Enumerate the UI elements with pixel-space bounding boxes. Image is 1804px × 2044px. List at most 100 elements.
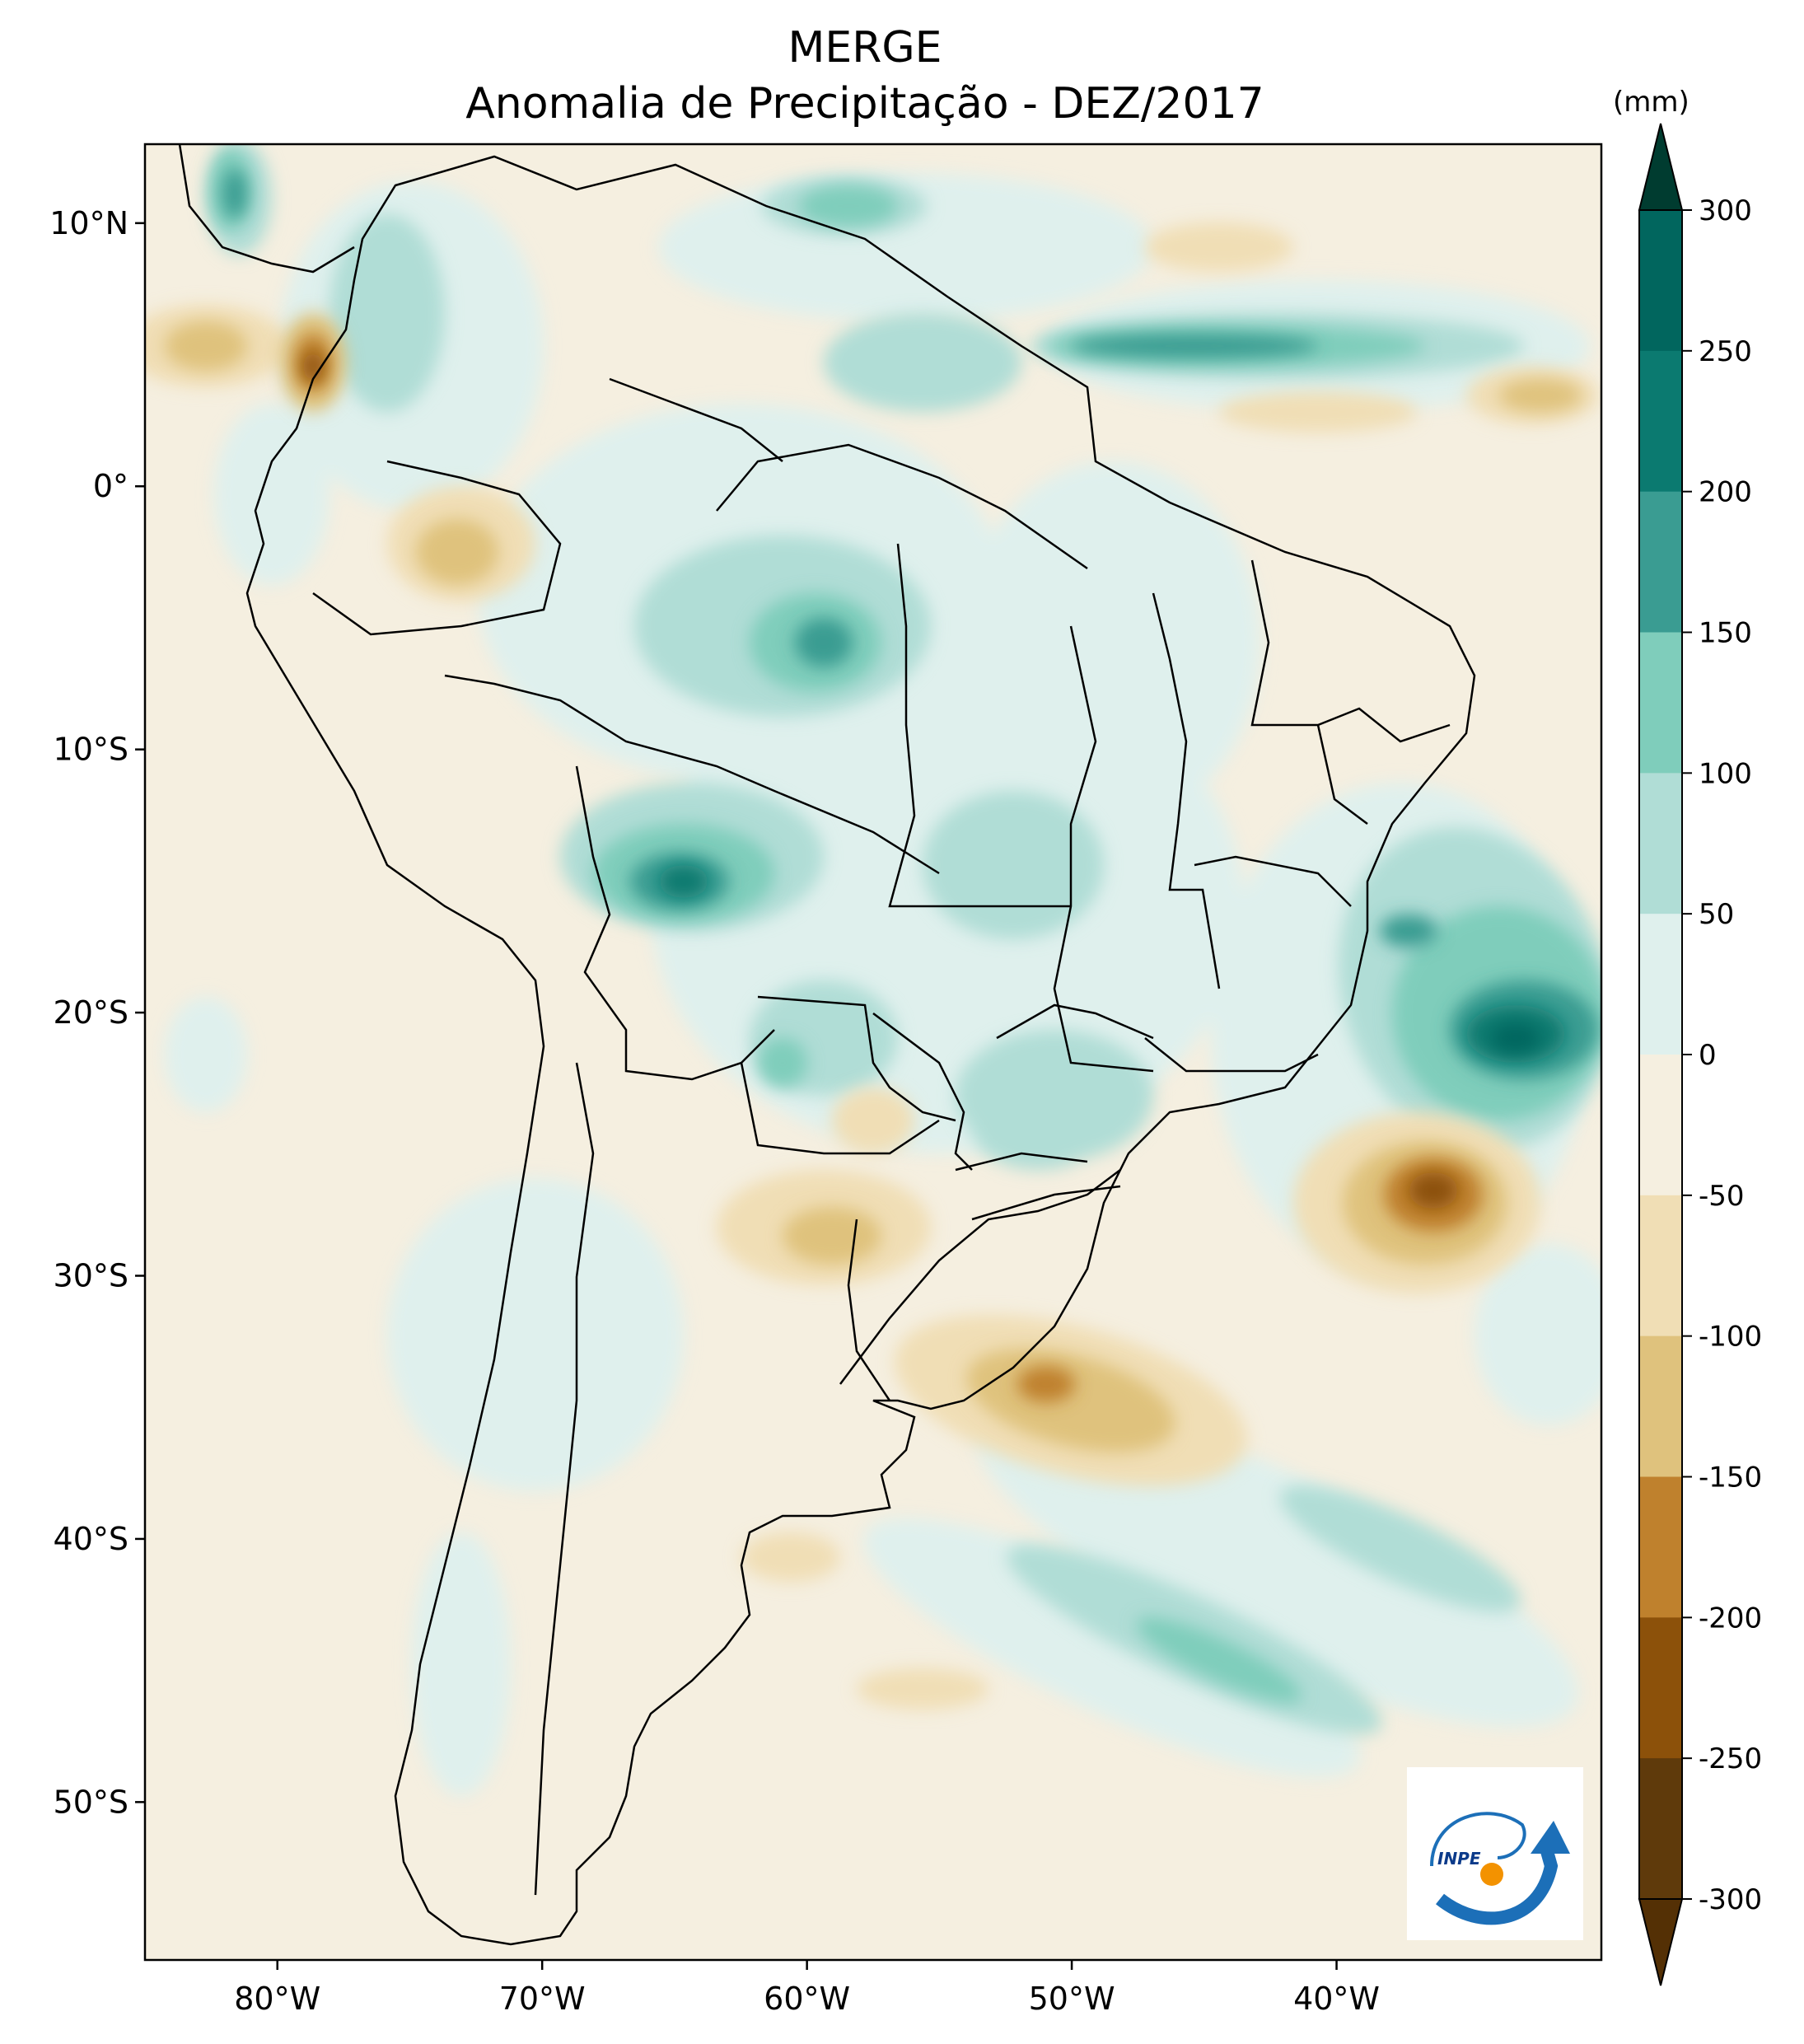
map-title: MERGE (787, 23, 942, 72)
anomaly-blob (659, 865, 708, 898)
lon-tick-label: 50°W (1029, 1981, 1115, 2017)
lon-tick-label: 70°W (499, 1981, 586, 2017)
country-border (534, 1062, 595, 1896)
colorbar-swatch (1639, 632, 1682, 774)
anomaly-blob (1071, 334, 1318, 358)
logo-text: INPE (1437, 1849, 1481, 1869)
central-america-coast (178, 144, 355, 274)
anomaly-blob (165, 997, 247, 1112)
anomaly-blob (964, 461, 1260, 824)
colorbar-swatch (1639, 1617, 1682, 1759)
anomaly-blob (214, 404, 329, 585)
anomaly-blob (824, 313, 1021, 412)
colorbar-tick-label: -250 (1699, 1742, 1762, 1775)
state-border (1316, 724, 1368, 825)
colorbar-extend-top (1638, 123, 1684, 211)
lat-tick-label: 10°S (54, 732, 129, 768)
inpe-logo: INPE (1407, 1767, 1583, 1940)
colorbar-swatch (1639, 1476, 1682, 1618)
state-border (757, 995, 956, 1122)
lat-tick-label: 40°S (54, 1521, 129, 1557)
anomaly-blob (412, 1532, 511, 1796)
colorbar-swatch (1639, 1335, 1682, 1477)
country-border (444, 674, 940, 875)
colorbar-tick-label: 150 (1699, 617, 1752, 650)
state-border (888, 543, 1071, 908)
anomaly-blob (416, 519, 498, 585)
colorbar: 300 250 200 150 100 50 0 -50 -100 -150 -200 -250 -30… (1638, 123, 1762, 1986)
anomaly-blob (966, 1349, 1175, 1452)
colorbar-tick-label: 50 (1699, 898, 1734, 931)
anomaly-blob (222, 169, 247, 218)
anomaly-blob (1475, 1244, 1601, 1425)
state-border (1053, 625, 1154, 1073)
lat-tick-label: 30°S (54, 1258, 129, 1294)
colorbar-swatch (1639, 1195, 1682, 1337)
anomaly-blob (799, 185, 898, 227)
colorbar-tick-label: -100 (1699, 1321, 1762, 1354)
anomaly-blob (783, 1207, 881, 1265)
anomaly-blob (832, 1087, 914, 1153)
anomaly-blob (387, 1178, 684, 1491)
state-border (1194, 855, 1352, 907)
anomaly-blob (1409, 1172, 1458, 1209)
colorbar-swatch (1639, 773, 1682, 914)
state-border (872, 1013, 973, 1171)
anomaly-blob (923, 791, 1104, 939)
country-border (609, 377, 783, 462)
colorbar-extend-bottom (1638, 1898, 1684, 1986)
state-border (996, 1003, 1154, 1040)
colorbar-tick-label: 0 (1699, 1039, 1717, 1072)
colorbar-tick-label: 250 (1699, 335, 1752, 368)
map-frame (143, 143, 1603, 1962)
state-border (1152, 592, 1221, 989)
state-border (1144, 1037, 1319, 1073)
state-border (740, 1062, 940, 1155)
anomaly-blob (972, 1087, 1104, 1170)
longitude-axis: 80°W 70°W 60°W 50°W 40°W (234, 1960, 1380, 2017)
anomaly-blob (741, 1532, 840, 1582)
anomaly-blob (165, 321, 247, 371)
anomaly-blob (758, 1038, 807, 1087)
state-border (955, 1152, 1088, 1172)
country-border (716, 443, 1088, 570)
colorbar-swatch (1639, 350, 1682, 493)
anomaly-blob (329, 214, 445, 412)
country-border (312, 460, 562, 636)
colorbar-tick-label: -200 (1699, 1602, 1762, 1635)
colorbar-swatch (1639, 210, 1682, 352)
colorbar-tick-label: -300 (1699, 1883, 1762, 1916)
lat-tick-label: 0° (93, 468, 129, 504)
colorbar-swatch (1639, 491, 1682, 633)
anomaly-blob (857, 1668, 988, 1710)
lon-tick-label: 80°W (234, 1981, 320, 2017)
colorbar-tick-label: 200 (1699, 476, 1752, 509)
anomaly-field (145, 144, 1601, 1946)
anomaly-blob (1280, 1485, 1521, 1612)
anomaly-blob (1380, 914, 1437, 947)
colorbar-unit: (mm) (1613, 86, 1689, 119)
anomaly-blob (1491, 1023, 1540, 1053)
latitude-axis: 10°N 0° 10°S 20°S 30°S 40°S 50°S (49, 205, 145, 1820)
anomaly-blob (864, 1518, 1360, 1778)
anomaly-blob (1219, 391, 1417, 433)
colorbar-swatch (1639, 1758, 1682, 1900)
country-border (575, 765, 775, 1081)
state-border (971, 1185, 1121, 1221)
anomaly-blob (303, 352, 323, 381)
lon-tick-label: 60°W (764, 1981, 850, 2017)
anomaly-blob (1136, 1617, 1302, 1703)
colorbar-swatch (1639, 1055, 1682, 1196)
lon-tick-label: 40°W (1293, 1981, 1380, 2017)
anomaly-blob (795, 618, 853, 667)
anomaly-blob (1017, 1366, 1075, 1402)
anomaly-blob (1145, 222, 1293, 272)
south-america-coastline (245, 155, 1476, 1946)
lat-tick-label: 20°S (54, 994, 129, 1031)
colorbar-tick-label: 100 (1699, 757, 1752, 790)
colorbar-tick-label: -150 (1699, 1462, 1762, 1494)
map-subtitle: Anomalia de Precipitação - DEZ/2017 (465, 79, 1264, 129)
colorbar-swatch (1639, 914, 1682, 1055)
colorbar-tick-label: -50 (1699, 1180, 1745, 1213)
